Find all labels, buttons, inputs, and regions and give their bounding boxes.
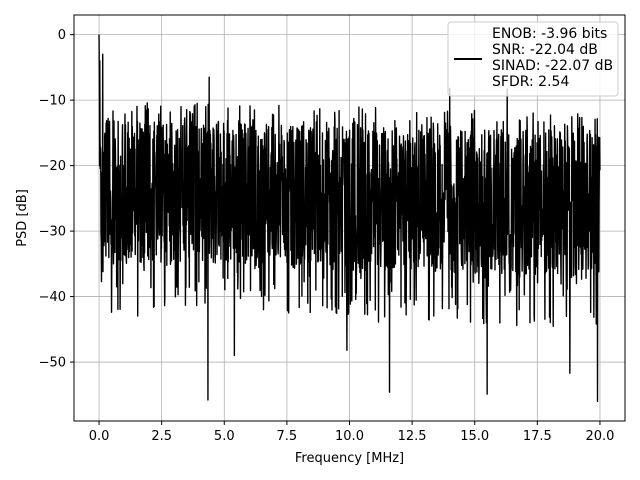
legend: ENOB: -3.96 bits SNR: -22.04 dB SINAD: -… (447, 21, 619, 97)
x-tick-label: 7.5 (277, 429, 298, 444)
y-tick-label: −30 (39, 225, 66, 240)
x-tick-label: 10.0 (335, 429, 364, 444)
y-axis-ticks: 0 −10 −20 −30 −40 −50 (39, 28, 74, 371)
psd-series-line (98, 34, 601, 403)
x-axis-ticks: 0.0 2.5 5.0 7.5 10.0 12.5 15.0 17.5 20.0 (89, 421, 614, 444)
legend-line-1: ENOB: -3.96 bits (492, 26, 607, 42)
y-tick-label: 0 (58, 28, 66, 43)
y-axis-label: PSD [dB] (15, 189, 30, 247)
x-axis-label: Frequency [MHz] (295, 451, 404, 466)
x-tick-label: 0.0 (89, 429, 110, 444)
x-tick-label: 20.0 (585, 429, 614, 444)
x-tick-label: 12.5 (398, 429, 427, 444)
y-tick-label: −40 (39, 290, 66, 305)
x-tick-label: 15.0 (460, 429, 489, 444)
legend-line-2: SNR: -22.04 dB (492, 42, 598, 58)
x-tick-label: 17.5 (523, 429, 552, 444)
x-tick-label: 5.0 (214, 429, 235, 444)
legend-line-3: SINAD: -22.07 dB (492, 58, 613, 74)
legend-line-4: SFDR: 2.54 (492, 74, 569, 90)
legend-box (447, 21, 619, 97)
y-tick-label: −20 (39, 159, 66, 174)
series-group (98, 34, 601, 403)
y-tick-label: −10 (39, 94, 66, 109)
x-tick-label: 2.5 (151, 429, 172, 444)
y-tick-label: −50 (39, 356, 66, 371)
